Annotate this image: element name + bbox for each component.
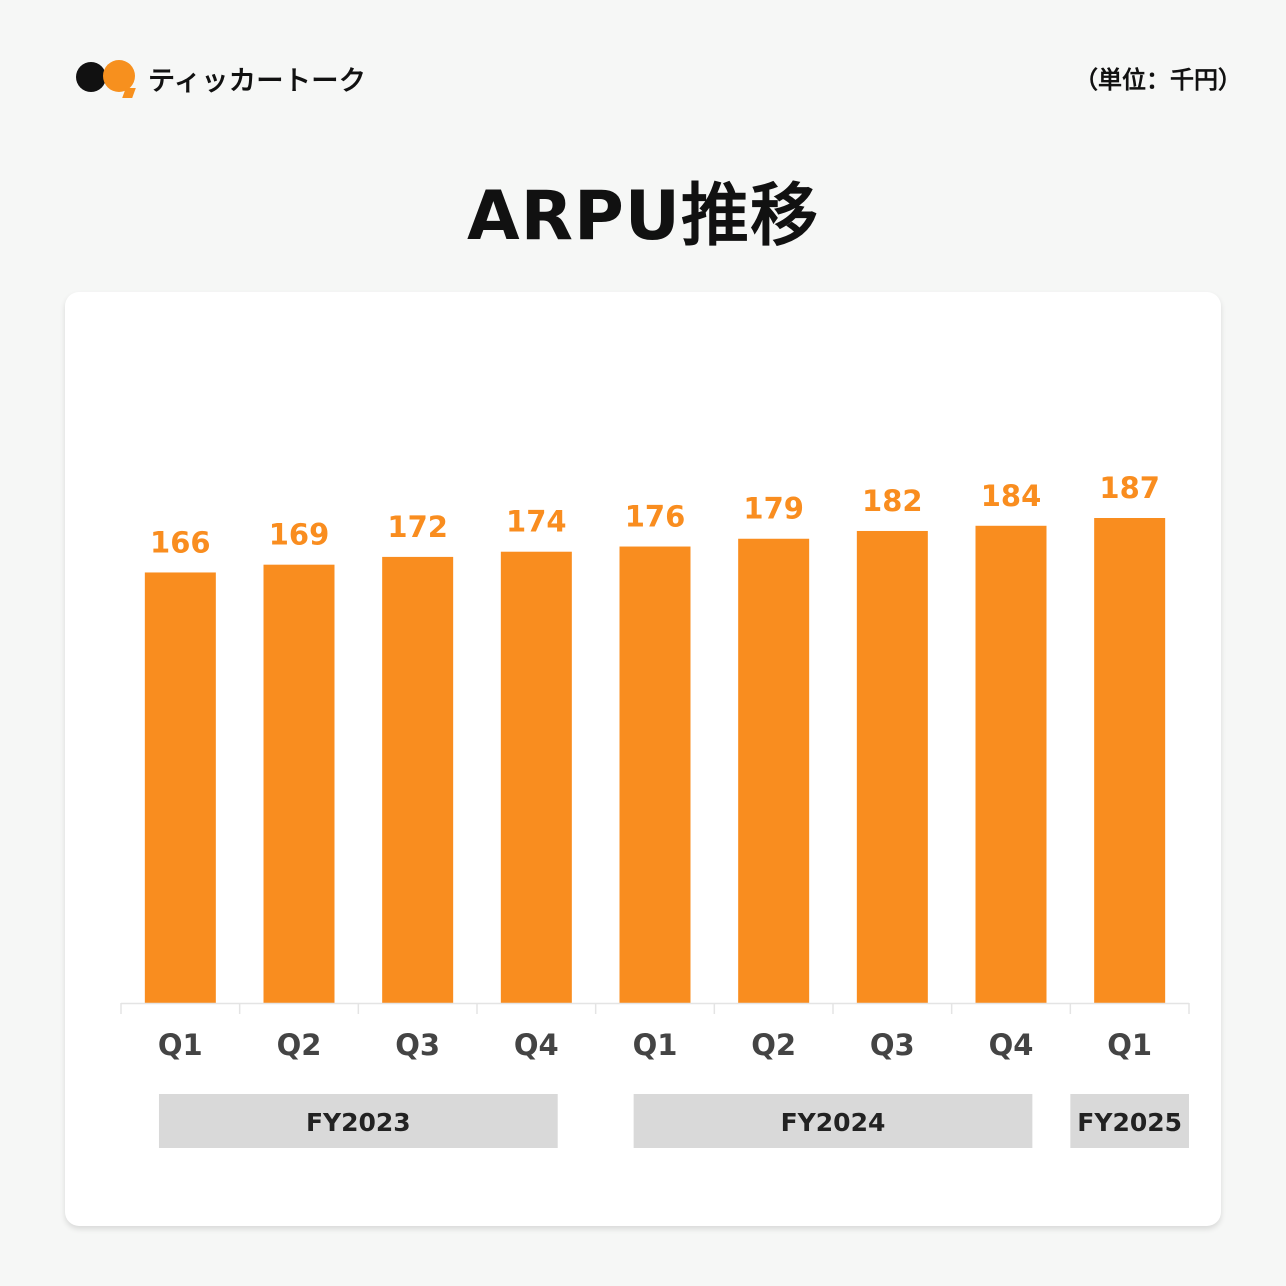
data-label-5: 176 bbox=[625, 500, 686, 534]
data-label-2: 169 bbox=[269, 518, 330, 552]
data-label-6: 179 bbox=[743, 492, 804, 526]
speech-bubbles-icon bbox=[76, 58, 138, 98]
x-tick-label-7: Q3 bbox=[870, 1028, 915, 1062]
x-tick-label-3: Q3 bbox=[395, 1028, 440, 1062]
unit-label: （単位：千円） bbox=[1074, 66, 1242, 94]
bar-6 bbox=[738, 538, 810, 1003]
data-label-4: 174 bbox=[506, 505, 567, 539]
chart-card: 166 169 172 174 176 179 182 184 187 Q1 Q2 Q3 Q4 Q1 Q2 Q… bbox=[65, 292, 1221, 1226]
brand-logo: ティッカートーク bbox=[76, 58, 366, 98]
x-tick-label-5: Q1 bbox=[633, 1028, 678, 1062]
chart-title: ARPU推移 bbox=[466, 177, 820, 256]
logo-dot-orange bbox=[103, 60, 135, 92]
data-label-9: 187 bbox=[1099, 471, 1160, 505]
bar-4 bbox=[500, 551, 572, 1003]
bar-7 bbox=[856, 530, 928, 1003]
x-tick-label-1: Q1 bbox=[158, 1028, 203, 1062]
brand-name: ティッカートーク bbox=[148, 65, 367, 97]
x-tick-label-9: Q1 bbox=[1107, 1028, 1152, 1062]
x-tick-label-4: Q4 bbox=[514, 1028, 559, 1062]
x-tick-label-2: Q2 bbox=[277, 1028, 322, 1062]
data-label-3: 172 bbox=[387, 510, 448, 544]
bar-8 bbox=[975, 525, 1047, 1003]
data-label-7: 182 bbox=[862, 484, 923, 518]
bar-5 bbox=[619, 546, 691, 1003]
fiscal-year-box-3 bbox=[1070, 1094, 1189, 1148]
data-label-1: 166 bbox=[150, 525, 211, 559]
fiscal-year-label-3: FY2025 bbox=[1077, 1108, 1182, 1137]
bar-2 bbox=[263, 564, 335, 1003]
logo-dot-black bbox=[76, 62, 106, 92]
fiscal-year-label-2: FY2024 bbox=[781, 1108, 886, 1137]
fiscal-year-box-1 bbox=[158, 1094, 558, 1148]
data-label-8: 184 bbox=[981, 479, 1042, 513]
x-tick-label-6: Q2 bbox=[751, 1028, 796, 1062]
fiscal-year-box-2 bbox=[633, 1094, 1033, 1148]
bar-9 bbox=[1094, 518, 1166, 1003]
fiscal-year-label-1: FY2023 bbox=[306, 1108, 411, 1137]
bar-1 bbox=[144, 572, 216, 1003]
bar-3 bbox=[382, 556, 454, 1003]
x-tick-label-8: Q4 bbox=[989, 1028, 1034, 1062]
bar-chart: 166 169 172 174 176 179 182 184 187 Q1 Q2 Q3 Q4 Q1 Q2 Q… bbox=[120, 471, 1190, 1148]
